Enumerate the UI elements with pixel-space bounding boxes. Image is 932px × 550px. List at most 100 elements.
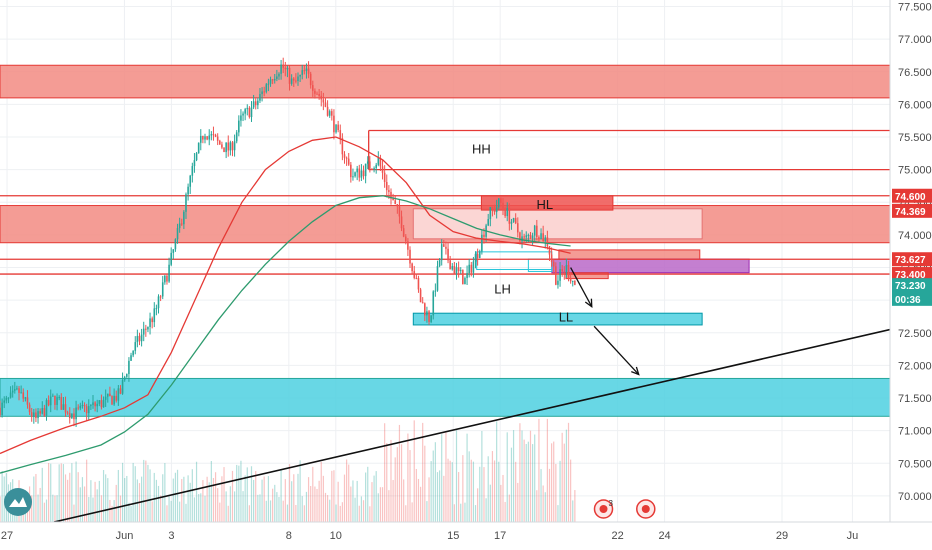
price-tag-label: 74.369 bbox=[895, 207, 926, 218]
candle-body bbox=[559, 269, 561, 281]
volume-bar bbox=[280, 469, 282, 522]
price-tag[interactable] bbox=[892, 291, 932, 306]
trendline[interactable] bbox=[53, 328, 891, 523]
arrows[interactable] bbox=[570, 267, 640, 376]
candle-body bbox=[398, 206, 401, 217]
volume-bar bbox=[350, 486, 352, 522]
volume-bar bbox=[102, 470, 105, 522]
volume-bar bbox=[77, 472, 79, 522]
candle-body bbox=[265, 84, 268, 92]
zone-box[interactable] bbox=[558, 249, 701, 260]
arrow-line[interactable] bbox=[570, 267, 593, 307]
candle-body bbox=[390, 191, 392, 199]
volume-bar bbox=[75, 461, 77, 522]
candle-body bbox=[98, 400, 101, 404]
candle-body bbox=[516, 223, 519, 233]
price-tag[interactable] bbox=[892, 203, 932, 218]
zone-box[interactable] bbox=[0, 377, 891, 417]
event-badges[interactable]: 3 bbox=[593, 499, 656, 519]
volume-bar bbox=[557, 505, 559, 522]
candle-body bbox=[199, 135, 202, 143]
volume-bar bbox=[33, 476, 35, 522]
candle-body bbox=[132, 350, 134, 356]
candle-body bbox=[81, 404, 84, 406]
price-tag[interactable] bbox=[892, 267, 932, 282]
volume-bar bbox=[54, 495, 56, 522]
candle-body bbox=[11, 390, 14, 393]
candle-body bbox=[320, 95, 323, 100]
candle-body bbox=[273, 78, 276, 81]
price-tag[interactable] bbox=[892, 252, 932, 267]
candle-body bbox=[96, 403, 99, 407]
candle-body bbox=[1, 402, 3, 415]
candles bbox=[0, 57, 576, 427]
candle-body bbox=[438, 260, 441, 267]
volume-bar bbox=[493, 460, 496, 522]
volume-bar bbox=[174, 472, 177, 522]
volume-bar bbox=[261, 479, 263, 522]
zone-box[interactable] bbox=[412, 312, 703, 326]
candle-body bbox=[64, 404, 67, 413]
price-tag[interactable] bbox=[892, 188, 932, 203]
volume-bar bbox=[341, 502, 343, 522]
tradingview-logo[interactable] bbox=[4, 488, 32, 516]
candle-body bbox=[123, 376, 126, 381]
zone-box[interactable] bbox=[412, 208, 703, 240]
price-tag-label: 73.400 bbox=[895, 270, 926, 281]
volume-bar bbox=[460, 503, 462, 522]
time-axis[interactable]: 27 Jun 3 8 10 15 17 22 24 29 Ju bbox=[0, 521, 932, 550]
candle-body bbox=[571, 280, 574, 282]
volume-bar bbox=[360, 496, 363, 522]
trendline-group[interactable] bbox=[53, 328, 891, 523]
volume-bar bbox=[79, 487, 81, 522]
volume-bar bbox=[369, 506, 371, 522]
price-tick-label: 75.000 bbox=[898, 165, 932, 177]
volume-bar bbox=[335, 504, 337, 522]
volume-bar bbox=[449, 460, 451, 522]
volume-bars bbox=[0, 418, 576, 522]
volume-bar bbox=[105, 474, 107, 522]
price-axis[interactable]: 77.50077.00076.50076.00075.50075.00074.5… bbox=[889, 0, 932, 550]
candle-body bbox=[212, 134, 215, 136]
price-tag[interactable] bbox=[892, 278, 932, 293]
tradingview-logo-icon[interactable] bbox=[4, 488, 32, 516]
volume-bar bbox=[253, 479, 255, 522]
volume-bar bbox=[0, 496, 1, 522]
arrow-head[interactable] bbox=[631, 366, 640, 376]
candle-body bbox=[259, 94, 261, 101]
candle-body bbox=[565, 264, 568, 273]
candle-body bbox=[301, 70, 304, 75]
candle-body bbox=[149, 318, 151, 327]
arrow-head[interactable] bbox=[584, 298, 593, 308]
volume-bar bbox=[259, 494, 261, 522]
candle-body bbox=[333, 115, 335, 133]
candle-body bbox=[352, 176, 354, 178]
volume-bar bbox=[111, 505, 113, 522]
candle-body bbox=[411, 263, 413, 272]
candle-body bbox=[242, 113, 244, 116]
time-tick-label: 17 bbox=[494, 530, 506, 542]
volume-bar bbox=[483, 467, 485, 522]
candle-body bbox=[83, 404, 86, 407]
volume-bar bbox=[453, 504, 455, 522]
volume-bar bbox=[339, 505, 341, 522]
volume-bar bbox=[491, 451, 494, 522]
arrow-line[interactable] bbox=[593, 325, 640, 375]
price-tick-label: 71.500 bbox=[898, 393, 932, 405]
zone-box[interactable] bbox=[0, 64, 891, 99]
time-tick-label: 15 bbox=[447, 530, 459, 542]
volume-bar bbox=[426, 501, 428, 522]
volume-bar bbox=[293, 474, 295, 522]
volume-bar bbox=[371, 482, 373, 522]
volume-bar bbox=[455, 430, 458, 522]
zone-box[interactable] bbox=[476, 251, 553, 270]
candle-body bbox=[510, 221, 513, 224]
candle-body bbox=[202, 135, 204, 140]
candle-body bbox=[218, 140, 221, 145]
zone-box[interactable] bbox=[551, 258, 750, 274]
candle-body bbox=[5, 397, 8, 401]
candle-body bbox=[104, 396, 107, 400]
volume-bar bbox=[240, 460, 242, 522]
candle-body bbox=[567, 264, 570, 279]
